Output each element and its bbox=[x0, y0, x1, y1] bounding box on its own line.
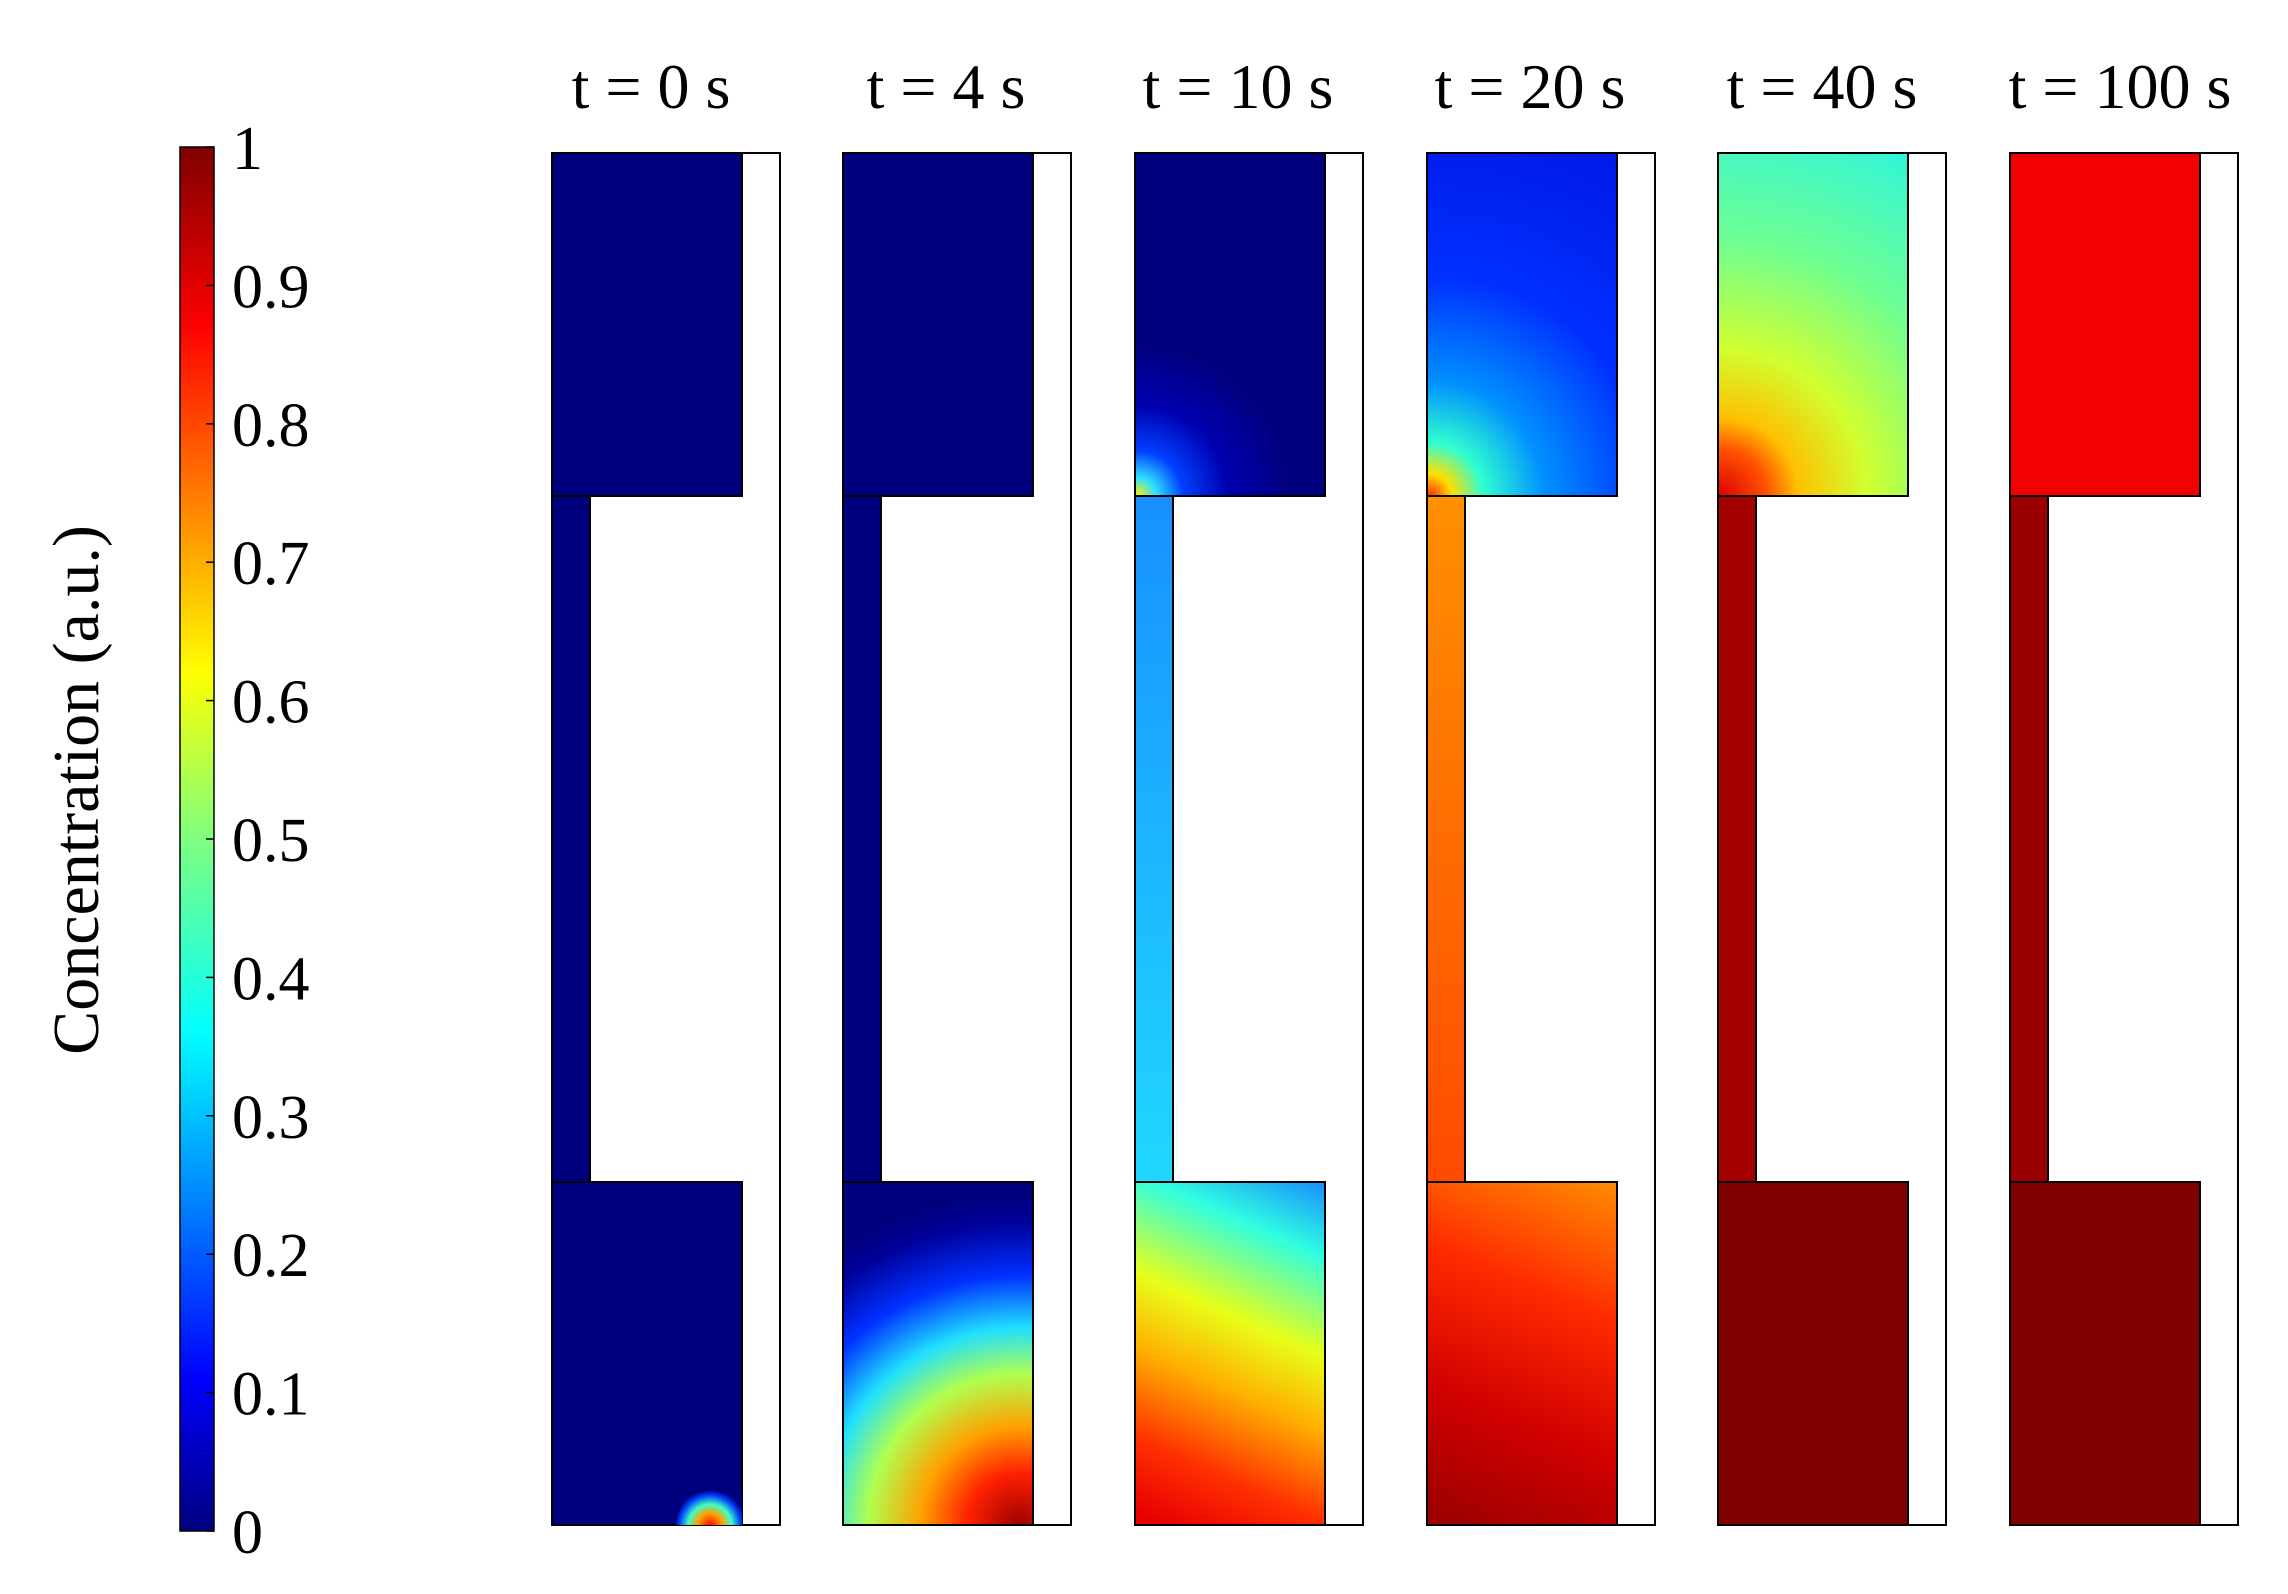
connecting-channel bbox=[842, 495, 882, 1183]
colorbar-tick-label: 0.2 bbox=[232, 1222, 310, 1290]
hot-spot bbox=[676, 1490, 742, 1525]
colorbar-tick-label: 0.6 bbox=[232, 669, 310, 737]
colorbar-tick-label: 0.3 bbox=[232, 1084, 310, 1152]
panel-title: t = 4 s bbox=[867, 51, 1026, 122]
colorbar-tick-label: 0.1 bbox=[232, 1361, 310, 1429]
colorbar: 0 0.1 0.2 0.3 0.4 0.5 0.6 0.7 0.8 0.9 1 Concentrat… bbox=[40, 115, 310, 1567]
top-chamber bbox=[842, 152, 1034, 497]
top-chamber bbox=[1426, 152, 1618, 497]
bottom-chamber bbox=[842, 1181, 1034, 1526]
bottom-chamber bbox=[551, 1181, 743, 1526]
panel-title: t = 10 s bbox=[1143, 51, 1334, 122]
connecting-channel bbox=[1426, 495, 1466, 1183]
panel-t4: t = 4 s bbox=[842, 51, 1072, 1526]
bottom-chamber bbox=[1134, 1181, 1326, 1526]
bottom-chamber bbox=[2009, 1181, 2201, 1526]
connecting-channel bbox=[1717, 495, 1757, 1183]
colorbar-tick-label: 0.8 bbox=[232, 392, 310, 460]
top-chamber bbox=[1717, 152, 1909, 497]
panel-t0: t = 0 s bbox=[551, 51, 781, 1526]
panel-t40: t = 40 s bbox=[1717, 51, 1947, 1526]
colorbar-tick-label: 0.7 bbox=[232, 530, 310, 598]
panel-title: t = 100 s bbox=[2009, 51, 2232, 122]
bottom-chamber bbox=[1717, 1181, 1909, 1526]
bottom-chamber bbox=[1426, 1181, 1618, 1526]
top-chamber bbox=[2009, 152, 2201, 497]
top-chamber bbox=[1134, 152, 1326, 497]
connecting-channel bbox=[551, 495, 591, 1183]
colorbar-tick-label: 0.9 bbox=[232, 253, 310, 321]
colorbar-tick-label: 0.5 bbox=[232, 807, 310, 875]
colorbar-ticks: 0 0.1 0.2 0.3 0.4 0.5 0.6 0.7 0.8 0.9 1 bbox=[206, 115, 310, 1567]
panel-t10: t = 10 s bbox=[1134, 51, 1364, 1526]
panel-title: t = 40 s bbox=[1727, 51, 1918, 122]
colorbar-tick-label: 0 bbox=[232, 1499, 263, 1567]
colorbar-tick-label: 0.4 bbox=[232, 945, 310, 1013]
colorbar-axis-label: Concentration (a.u.) bbox=[40, 525, 113, 1055]
panel-t100: t = 100 s bbox=[2009, 51, 2239, 1526]
panel-t20: t = 20 s bbox=[1426, 51, 1656, 1526]
connecting-channel bbox=[1134, 495, 1174, 1183]
colorbar-tick-label: 1 bbox=[232, 115, 263, 183]
panel-title: t = 20 s bbox=[1435, 51, 1626, 122]
top-chamber bbox=[551, 152, 743, 497]
panel-title: t = 0 s bbox=[572, 51, 731, 122]
connecting-channel bbox=[2009, 495, 2049, 1183]
